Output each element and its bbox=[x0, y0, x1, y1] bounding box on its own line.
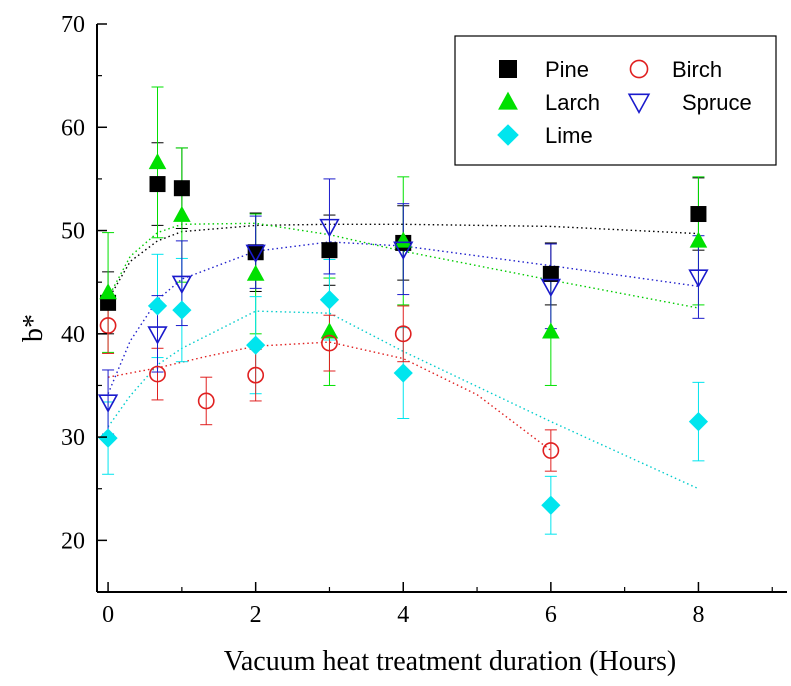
marker-pine-2 bbox=[173, 180, 190, 197]
error-bar-birch-2 bbox=[200, 376, 213, 426]
x-tick-label: 6 bbox=[545, 602, 557, 628]
marker-spruce-4 bbox=[319, 218, 340, 238]
marker-lime-0 bbox=[98, 428, 118, 448]
x-tick-label: 8 bbox=[692, 602, 704, 628]
data-markers bbox=[97, 153, 709, 515]
x-tick-label: 2 bbox=[250, 602, 262, 628]
marker-spruce-2 bbox=[171, 275, 193, 295]
marker-spruce-1 bbox=[147, 326, 168, 345]
marker-larch-4 bbox=[320, 322, 339, 339]
marker-lime-4 bbox=[319, 290, 340, 310]
marker-lime-2 bbox=[172, 300, 192, 320]
marker-lime-7 bbox=[688, 412, 709, 432]
marker-larch-1 bbox=[148, 153, 167, 170]
x-axis-title: Vacuum heat treatment duration (Hours) bbox=[224, 646, 677, 677]
marker-spruce-0 bbox=[97, 394, 119, 413]
legend-label-spruce: Spruce bbox=[682, 90, 752, 115]
y-tick-label: 60 bbox=[61, 115, 85, 141]
marker-birch-0 bbox=[99, 317, 117, 334]
marker-birch-3 bbox=[247, 366, 265, 384]
marker-lime-6 bbox=[541, 495, 561, 515]
legend-marker-pine bbox=[499, 60, 517, 78]
marker-birch-6 bbox=[542, 442, 560, 459]
marker-pine-7 bbox=[690, 206, 707, 223]
marker-larch-6 bbox=[542, 322, 560, 339]
marker-birch-5 bbox=[394, 325, 412, 343]
error-bar-birch-5 bbox=[397, 305, 410, 363]
x-tick-label: 4 bbox=[397, 602, 409, 628]
x-tick-label: 0 bbox=[102, 602, 114, 628]
marker-pine-3 bbox=[247, 244, 264, 261]
marker-spruce-5 bbox=[393, 241, 414, 260]
marker-lime-1 bbox=[147, 296, 168, 316]
marker-pine-4 bbox=[321, 242, 338, 259]
legend-marker-larch bbox=[498, 91, 518, 110]
marker-pine-6 bbox=[542, 265, 559, 282]
marker-pine-1 bbox=[149, 176, 166, 193]
marker-birch-2 bbox=[197, 392, 215, 410]
y-tick-label: 40 bbox=[61, 322, 85, 348]
legend-label-larch: Larch bbox=[545, 90, 600, 115]
y-tick-label: 30 bbox=[61, 425, 85, 451]
legend: Pine Birch Larch Spruce Lime bbox=[454, 35, 777, 166]
marker-lime-3 bbox=[246, 335, 266, 355]
marker-spruce-7 bbox=[688, 269, 709, 288]
marker-larch-3 bbox=[246, 264, 265, 281]
legend-marker-lime bbox=[497, 124, 519, 146]
legend-label-pine: Pine bbox=[545, 57, 589, 82]
marker-larch-0 bbox=[99, 283, 117, 300]
marker-birch-1 bbox=[149, 365, 166, 383]
error-bar-birch-6 bbox=[544, 429, 557, 472]
marker-spruce-3 bbox=[245, 244, 266, 264]
axes: 0 2 4 6 8 20 30 40 50 60 70 bbox=[61, 12, 787, 628]
legend-label-lime: Lime bbox=[545, 123, 593, 148]
marker-birch-4 bbox=[321, 334, 338, 352]
legend-label-birch: Birch bbox=[672, 57, 722, 82]
marker-spruce-6 bbox=[540, 278, 562, 298]
marker-lime-5 bbox=[393, 363, 413, 383]
fit-curve-larch bbox=[107, 222, 699, 309]
legend-marker-spruce bbox=[627, 93, 651, 115]
marker-larch-7 bbox=[689, 231, 708, 248]
legend-marker-birch bbox=[629, 59, 649, 79]
y-tick-label: 50 bbox=[61, 219, 85, 245]
marker-larch-2 bbox=[173, 205, 191, 222]
y-tick-label: 70 bbox=[61, 12, 85, 38]
y-tick-label: 20 bbox=[61, 528, 85, 554]
fit-curve-birch bbox=[107, 341, 552, 452]
marker-larch-5 bbox=[394, 231, 413, 248]
y-axis-title: b* bbox=[18, 314, 49, 342]
